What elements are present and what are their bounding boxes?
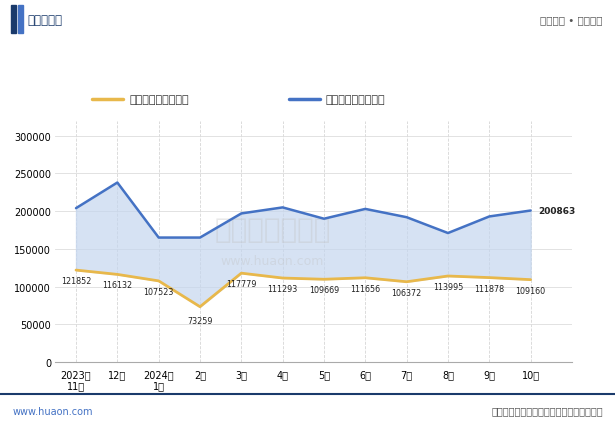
Bar xyxy=(11,6,16,35)
Text: 专业严谨 • 客观科学: 专业严谨 • 客观科学 xyxy=(540,15,603,25)
Text: 111293: 111293 xyxy=(268,285,298,294)
Text: 111878: 111878 xyxy=(474,284,504,293)
Text: 113995: 113995 xyxy=(433,282,463,291)
Text: 华经产业研究院: 华经产业研究院 xyxy=(214,216,330,244)
Text: 73259: 73259 xyxy=(187,316,213,325)
Text: 116132: 116132 xyxy=(102,281,132,290)
Text: 121852: 121852 xyxy=(61,276,91,285)
Text: 109160: 109160 xyxy=(515,286,546,295)
Text: www.huaon.com: www.huaon.com xyxy=(12,406,93,416)
Text: www.huaon.com: www.huaon.com xyxy=(221,254,324,268)
Text: 117779: 117779 xyxy=(226,279,256,288)
Text: 107523: 107523 xyxy=(143,287,174,296)
Bar xyxy=(18,6,23,35)
Text: 109669: 109669 xyxy=(309,285,339,295)
Text: 111656: 111656 xyxy=(351,284,380,293)
Text: 2023-2024年内蒙古自治区(境内目的地/货源地)进、出口额: 2023-2024年内蒙古自治区(境内目的地/货源地)进、出口额 xyxy=(141,54,474,72)
Text: 进口总额（万美元）: 进口总额（万美元） xyxy=(326,95,386,105)
Text: 200863: 200863 xyxy=(538,207,575,216)
Text: 数据来源：中国海关，华经产业研究院整理: 数据来源：中国海关，华经产业研究院整理 xyxy=(491,406,603,416)
Text: 华经情报网: 华经情报网 xyxy=(28,14,63,27)
Text: 106372: 106372 xyxy=(392,288,422,297)
Text: 出口总额（万美元）: 出口总额（万美元） xyxy=(129,95,189,105)
